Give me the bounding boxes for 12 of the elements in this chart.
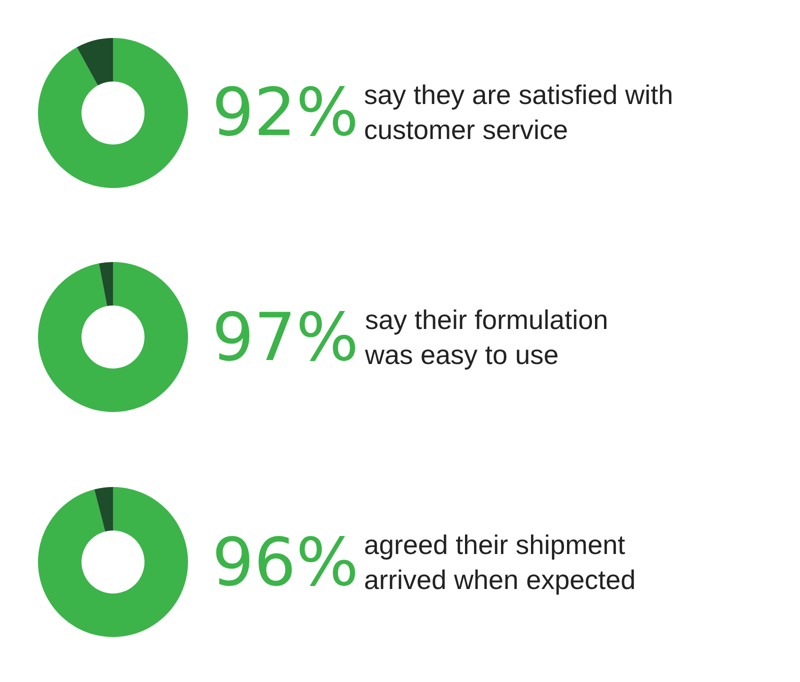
text: say their formulation was easy to use (364, 305, 608, 370)
data-label: 97% (212, 299, 359, 376)
data-label: 92% (212, 74, 359, 151)
donut-slice (76, 38, 113, 86)
text: agreed their shipment arrived when expected (364, 530, 636, 596)
donut-slice (38, 487, 188, 637)
data-label: 96% (212, 524, 359, 601)
donut-slice (98, 262, 113, 306)
donut-slice (38, 38, 188, 188)
text: say they are satisfied with customer service (364, 80, 674, 146)
donut-slice (94, 487, 113, 532)
donut-slice (38, 262, 188, 412)
